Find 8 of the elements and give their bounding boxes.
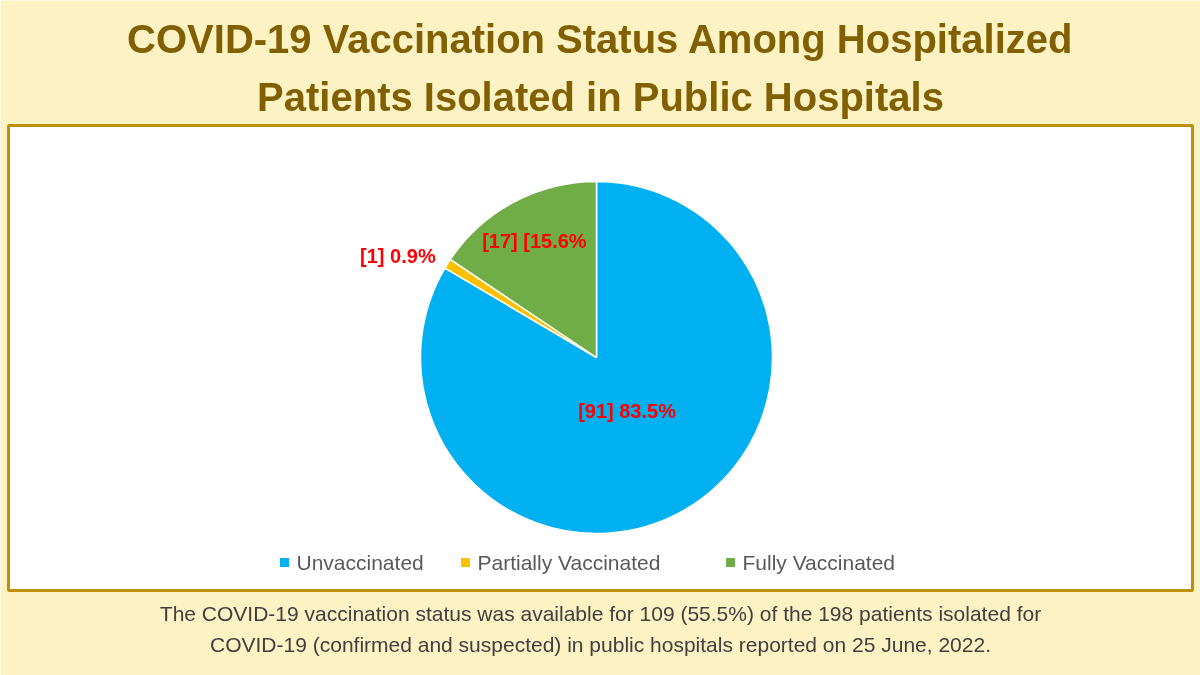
text: The COVID-19 vaccination status was available for 109 (55.5%) of the 198 patients isolated for COVID-19 (confirmed and suspected) in public hospitals reported on 25 June, 2022.	[159, 602, 1042, 656]
data-label: [17] [15.6%	[482, 230, 587, 253]
legend-label: Fully Vaccinated	[742, 551, 896, 574]
data-label: [1] 0.9%	[360, 245, 436, 268]
data-label: [91] 83.5%	[578, 399, 677, 422]
legend-label: Partially Vaccinated	[477, 551, 661, 574]
chart-title: COVID-19 Vaccination Status Among Hospitalized Patients Isolated in Public Hospitals	[127, 16, 1073, 119]
legend-label: Unvaccinated	[296, 551, 424, 574]
